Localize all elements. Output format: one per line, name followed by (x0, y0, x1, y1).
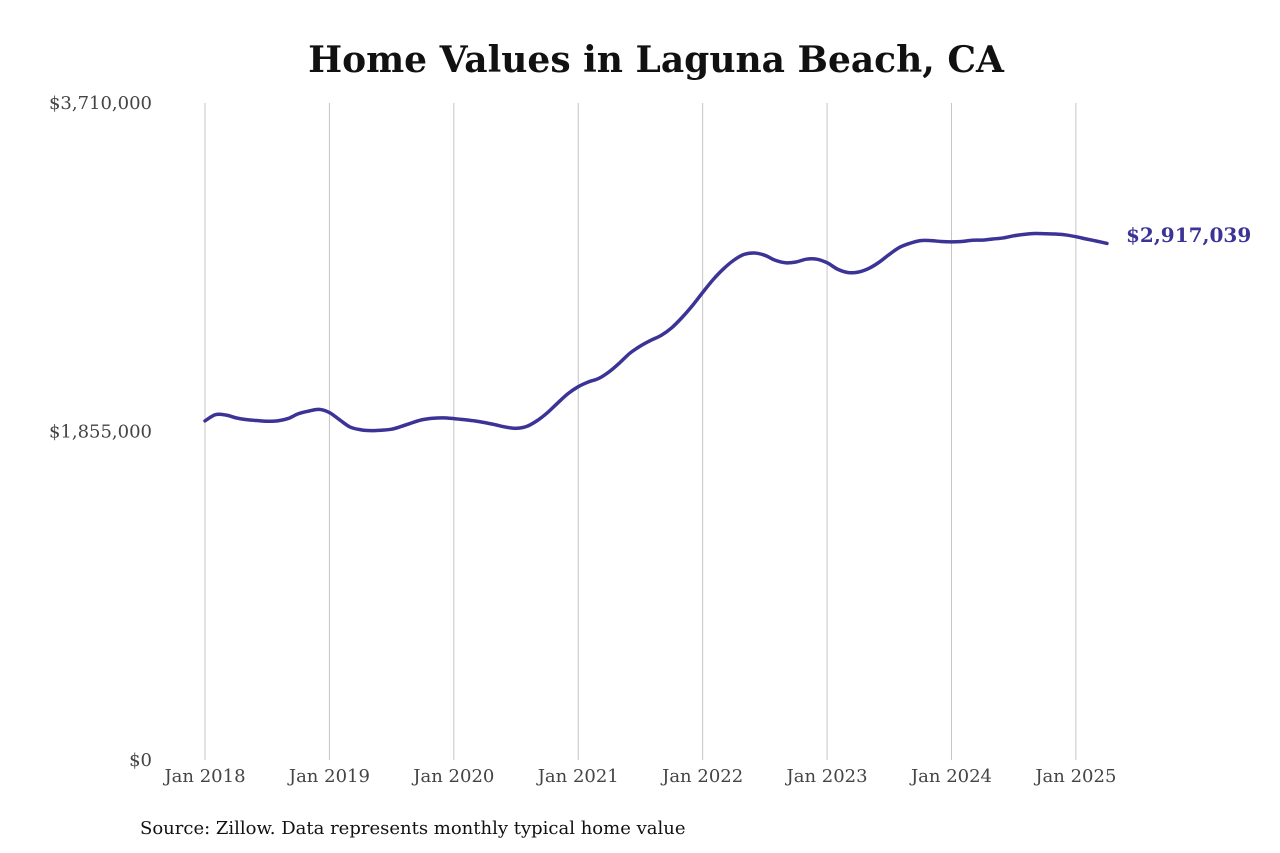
x-tick-label-7: Jan 2025 (1033, 766, 1116, 787)
x-tick-label-0: Jan 2018 (162, 766, 245, 787)
x-tick-label-1: Jan 2019 (287, 766, 370, 787)
gridlines (204, 103, 1077, 760)
x-tick-label-3: Jan 2021 (536, 766, 619, 787)
x-tick-label-4: Jan 2022 (660, 766, 743, 787)
end-value-label: $2,917,039 (1126, 223, 1251, 247)
x-tick-label-5: Jan 2023 (785, 766, 868, 787)
y-tick-label-1: $1,855,000 (49, 422, 152, 443)
chart-title: Home Values in Laguna Beach, CA (308, 39, 1005, 81)
y-tick-label-2: $3,710,000 (49, 93, 152, 114)
y-axis: $0 $1,855,000 $3,710,000 (49, 93, 152, 771)
source-note: Source: Zillow. Data represents monthly … (140, 818, 686, 839)
x-axis: Jan 2018 Jan 2019 Jan 2020 Jan 2021 Jan 2022… (162, 766, 1116, 787)
x-tick-label-2: Jan 2020 (411, 766, 494, 787)
series-line-0 (203, 231, 1109, 433)
y-tick-label-0: $0 (129, 750, 152, 771)
x-tick-label-6: Jan 2024 (909, 766, 992, 787)
plot-area (203, 231, 1109, 433)
